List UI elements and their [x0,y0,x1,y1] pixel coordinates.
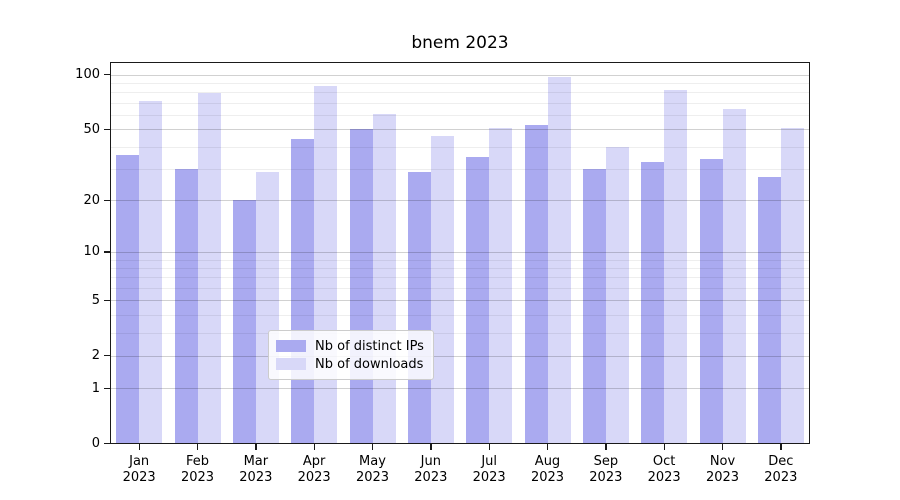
bar-distinct-ips-mar [233,200,256,444]
bar-distinct-ips-jul [466,157,489,444]
x-tick-mark [663,443,665,450]
x-tick-mark [138,443,140,450]
major-gridline [110,74,810,76]
y-tick-mark [104,355,110,357]
x-tick-label-mar: Mar 2023 [239,453,273,485]
y-tick-mark [104,128,110,130]
y-tick-mark [104,199,110,201]
x-tick-mark [372,443,374,450]
x-tick-mark [313,443,315,450]
x-tick-label-aug: Aug 2023 [530,453,565,485]
x-tick-label-apr: Apr 2023 [297,453,331,485]
y-tick-mark [104,74,110,76]
bar-distinct-ips-nov [700,159,723,444]
bar-downloads-feb [198,93,221,444]
plot-area [110,62,810,444]
bar-distinct-ips-may [350,129,373,444]
y-tick-label: 50 [83,121,100,137]
y-tick-label: 20 [83,192,100,208]
x-tick-mark [255,443,257,450]
x-tick-mark [547,443,549,450]
x-tick-mark [780,443,782,450]
x-tick-label-jun: Jun 2023 [414,453,448,485]
x-tick-label-jul: Jul 2023 [472,453,506,485]
y-tick-mark [104,387,110,389]
bar-distinct-ips-aug [525,124,548,444]
bar-downloads-apr [314,85,337,444]
x-tick-mark [430,443,432,450]
legend-label-distinct-ips: Nb of distinct IPs [315,338,424,354]
x-tick-label-may: May 2023 [355,453,390,485]
bar-distinct-ips-dec [758,177,781,444]
bar-downloads-jan [139,100,162,444]
x-tick-label-nov: Nov 2023 [705,453,740,485]
bar-downloads-jun [431,135,454,444]
bar-downloads-jul [489,127,512,444]
y-tick-label: 5 [91,292,100,308]
y-tick-label: 1 [91,380,100,396]
y-tick-label: 2 [91,348,100,364]
bar-distinct-ips-apr [291,139,314,444]
bar-downloads-nov [723,108,746,444]
minor-gridline [110,83,810,85]
legend-item-distinct-ips: Nb of distinct IPs [276,337,424,355]
y-tick-label: 0 [91,436,100,451]
bar-downloads-dec [781,127,804,444]
x-tick-label-sep: Sep 2023 [589,453,623,485]
legend-swatch-downloads [276,358,306,370]
x-tick-label-oct: Oct 2023 [647,453,681,485]
bar-distinct-ips-jan [116,154,139,444]
y-tick-mark [104,299,110,301]
bar-downloads-mar [256,171,279,444]
bar-downloads-may [373,113,396,444]
x-tick-mark [722,443,724,450]
legend-swatch-distinct-ips [276,340,306,352]
x-tick-label-dec: Dec 2023 [764,453,798,485]
y-tick-mark [104,443,110,445]
bar-downloads-sep [606,146,629,444]
x-tick-mark [197,443,199,450]
y-tick-label: 10 [83,244,100,260]
bar-downloads-oct [664,90,687,444]
bar-distinct-ips-jun [408,171,431,444]
bar-distinct-ips-feb [175,169,198,444]
chart-title: bnem 2023 [411,33,509,53]
bar-distinct-ips-sep [583,169,606,444]
y-tick-mark [104,251,110,253]
x-tick-label-feb: Feb 2023 [180,453,215,485]
bar-downloads-aug [548,77,571,444]
legend-item-downloads: Nb of downloads [276,355,424,373]
x-tick-mark [488,443,490,450]
legend-label-downloads: Nb of downloads [315,356,424,372]
x-tick-mark [605,443,607,450]
y-tick-label: 100 [75,67,100,83]
legend: Nb of distinct IPs Nb of downloads [268,330,434,380]
bar-distinct-ips-oct [641,161,664,444]
x-tick-label-jan: Jan 2023 [122,453,156,485]
